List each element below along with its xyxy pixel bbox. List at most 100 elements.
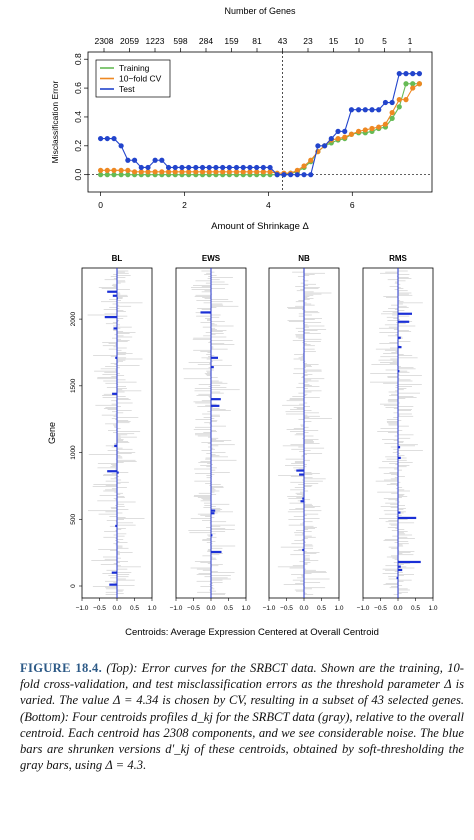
series-point (389, 115, 395, 121)
series-point (206, 169, 212, 175)
series-point (199, 169, 206, 175)
shrunken-centroid-bar (211, 404, 220, 407)
shrunken-centroid-bar (398, 560, 421, 564)
shrunken-centroid-bar (398, 516, 417, 520)
shrunken-centroid-bar (296, 469, 304, 472)
series-point (213, 169, 219, 175)
x-tick-label: 0.5 (411, 605, 420, 612)
shrunken-centroid-bar (398, 446, 401, 449)
series-point (111, 135, 117, 142)
raw-centroid-bars (277, 270, 332, 595)
top-tick-label: 43 (278, 36, 288, 46)
series-point (301, 163, 307, 169)
x-tick-label: 0.0 (393, 605, 402, 612)
top-tick-label: 23 (303, 36, 313, 46)
series-point (159, 157, 165, 163)
panel-nb: NB −1.0 −0.5 0.0 0.5 1.0 (263, 254, 344, 612)
figure-caption: FIGURE 18.4. (Top): Error curves for the… (20, 660, 464, 773)
series-point (247, 164, 253, 171)
series-point (294, 172, 300, 178)
series-point (369, 125, 375, 132)
series-point (335, 135, 341, 142)
series-point (179, 169, 185, 175)
series-point (308, 172, 314, 178)
series-point (131, 157, 138, 163)
x-tick-label: −0.5 (280, 605, 293, 612)
series-point (172, 164, 178, 171)
panel-rms: RMS −1.0 −0.5 0.0 0.5 1.0 (357, 254, 438, 612)
series-point (260, 169, 266, 175)
series-point (301, 172, 307, 178)
series-point (165, 169, 172, 175)
series-point (294, 167, 300, 173)
panel-title: BL (112, 254, 123, 263)
panel-title: RMS (389, 254, 407, 263)
series-point (308, 157, 314, 163)
series-point (97, 167, 104, 173)
x-tick-label: −1.0 (76, 605, 89, 612)
shrunken-centroid-bar (398, 370, 400, 373)
shrunken-centroid-bar (115, 356, 117, 359)
shrunken-centroid-bar (114, 444, 117, 447)
series-point (159, 169, 165, 175)
shrunken-centroid-bar (211, 509, 216, 512)
series-point (104, 172, 110, 178)
series-point (206, 164, 212, 171)
y-tick-label: 2000 (70, 311, 77, 326)
series-point (111, 172, 117, 178)
shrunken-centroid-bar (299, 473, 304, 476)
series-point (362, 127, 368, 133)
shrunken-centroid-bar (109, 583, 117, 586)
shrunken-centroid-bar (211, 366, 214, 369)
series-point (97, 135, 104, 142)
series-point (355, 128, 362, 134)
x-tick-label: 0.0 (299, 605, 308, 612)
series-point (138, 169, 144, 175)
top-tick-label: 1223 (146, 36, 165, 46)
shrunken-centroid-bar (398, 456, 401, 459)
series-point (193, 169, 199, 175)
y-axis-title: Misclassification Error (50, 81, 60, 164)
y-tick-label: 0.2 (73, 140, 83, 152)
x-tick-label: 0 (98, 200, 103, 210)
series-point (104, 167, 110, 173)
series-point (410, 81, 416, 87)
series-point (118, 172, 124, 178)
series-point (322, 143, 328, 149)
x-tick-label: 1.0 (334, 605, 343, 612)
series-point (233, 169, 240, 175)
series-point (315, 143, 321, 149)
series-point (254, 169, 260, 175)
x-tick-label: 6 (350, 200, 355, 210)
x-tick-label: 4 (266, 200, 271, 210)
series-point (369, 107, 375, 113)
series-point (281, 172, 287, 178)
series-point (335, 128, 341, 134)
x-tick-label: −0.5 (93, 605, 106, 612)
top-tick-label: 15 (329, 36, 339, 46)
top-tick-label: 81 (252, 36, 262, 46)
top-tick-label: 5 (382, 36, 387, 46)
shrunken-centroid-bar (107, 290, 117, 293)
shrunken-centroid-bar (104, 316, 117, 319)
series-point (220, 169, 226, 175)
series-point (240, 164, 246, 171)
series-point (348, 131, 355, 137)
series-point (254, 164, 260, 171)
series-point (348, 107, 355, 113)
panel-title: EWS (202, 254, 221, 263)
series-point (410, 71, 416, 77)
series-point (118, 167, 124, 173)
series-point (416, 71, 423, 77)
series-point (355, 107, 362, 113)
x-tick-label: 0.0 (112, 605, 121, 612)
shrunken-centroid-bar (398, 312, 412, 315)
x-tick-label: −1.0 (263, 605, 276, 612)
series-point (233, 164, 240, 171)
series-point (145, 169, 151, 175)
series-point (97, 172, 104, 178)
top-tick-label: 159 (224, 36, 238, 46)
top-axis-title: Number of Genes (224, 6, 296, 16)
